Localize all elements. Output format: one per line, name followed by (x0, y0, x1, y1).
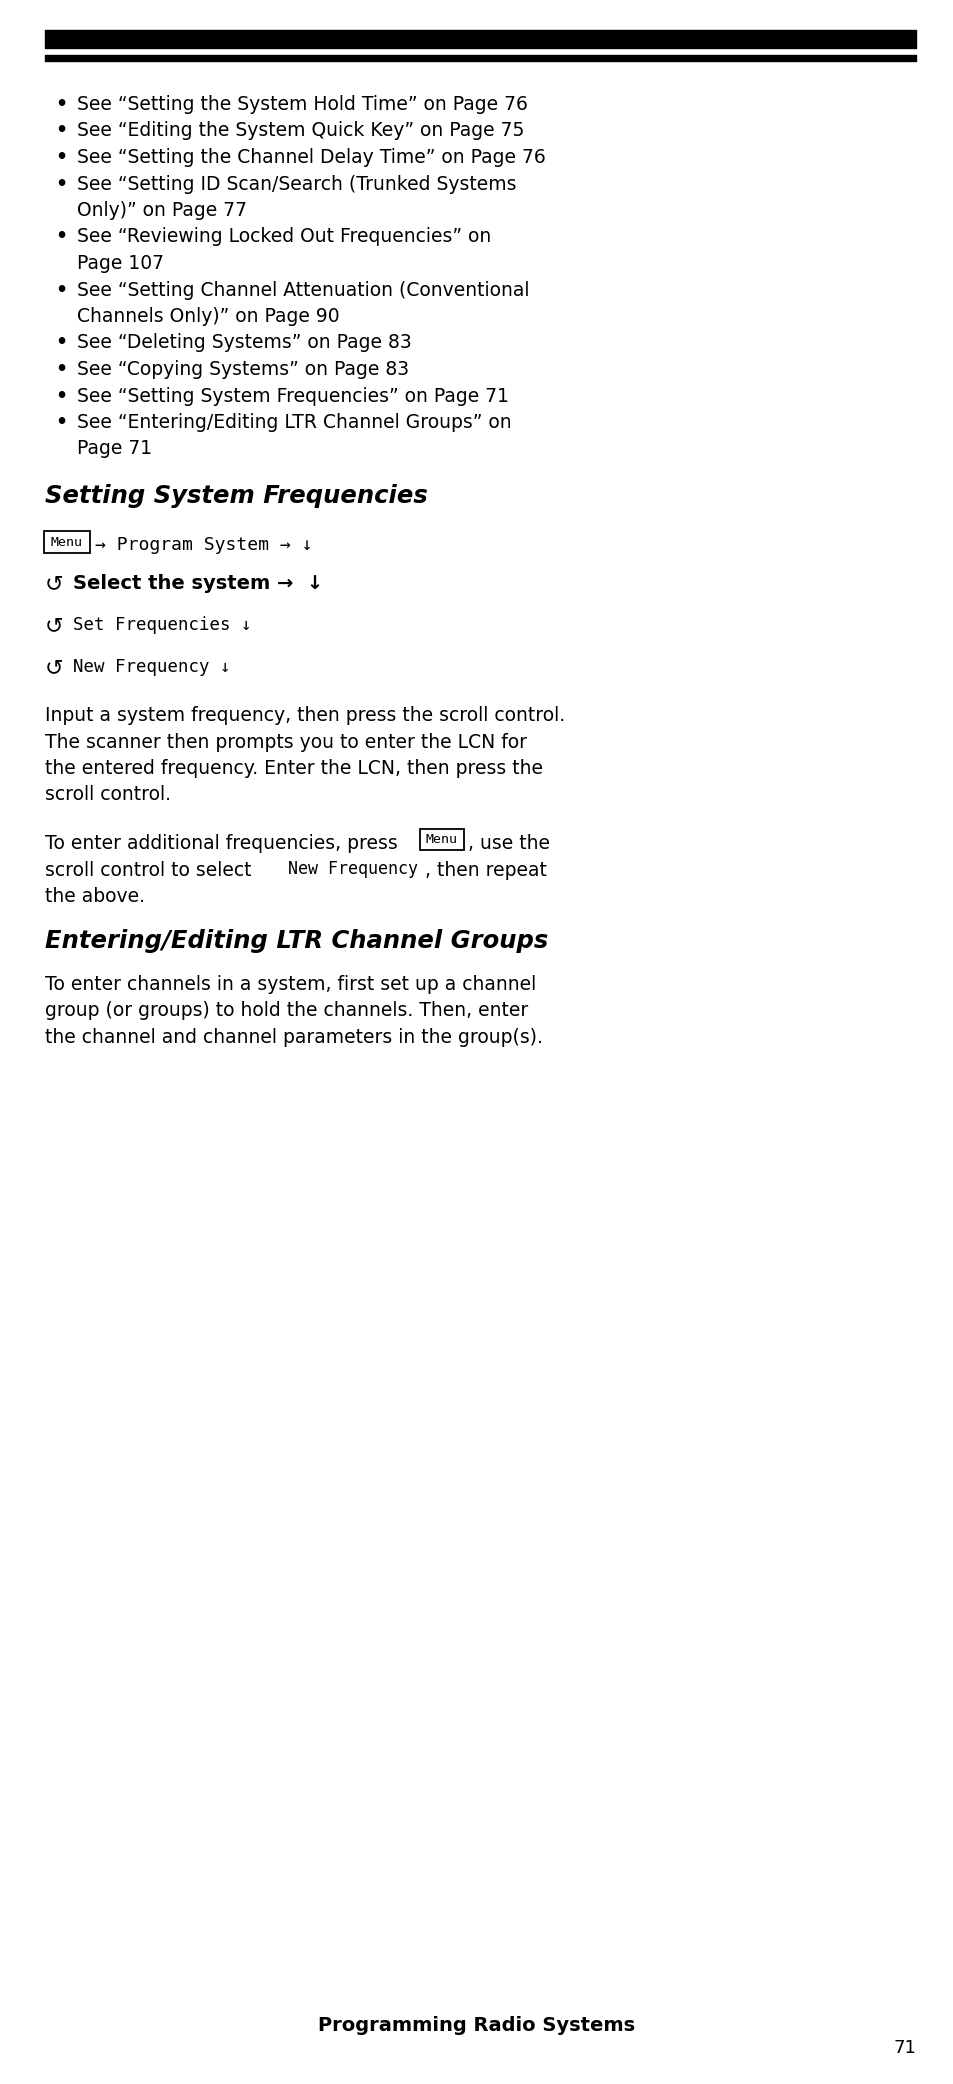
Text: See “Setting Channel Attenuation (Conventional: See “Setting Channel Attenuation (Conven… (77, 281, 529, 300)
Text: , use the: , use the (468, 834, 550, 852)
Text: •: • (55, 96, 67, 115)
Text: See “Editing the System Quick Key” on Page 75: See “Editing the System Quick Key” on Pa… (77, 121, 524, 140)
Text: Programming Radio Systems: Programming Radio Systems (318, 2015, 635, 2034)
Text: To enter channels in a system, first set up a channel: To enter channels in a system, first set… (45, 975, 536, 994)
Text: Setting System Frequencies: Setting System Frequencies (45, 483, 427, 508)
Text: Menu: Menu (51, 536, 83, 548)
Text: See “Setting the Channel Delay Time” on Page 76: See “Setting the Channel Delay Time” on … (77, 148, 545, 167)
Text: See “Reviewing Locked Out Frequencies” on: See “Reviewing Locked Out Frequencies” o… (77, 227, 491, 246)
Text: •: • (55, 413, 67, 431)
Text: Page 107: Page 107 (77, 254, 164, 273)
Text: ↺: ↺ (45, 573, 64, 594)
Text: Entering/Editing LTR Channel Groups: Entering/Editing LTR Channel Groups (45, 929, 548, 952)
Text: See “Setting System Frequencies” on Page 71: See “Setting System Frequencies” on Page… (77, 386, 509, 406)
Text: •: • (55, 148, 67, 167)
Text: Menu: Menu (426, 834, 457, 846)
Text: , then repeat: , then repeat (424, 861, 546, 879)
Text: New Frequency ↓: New Frequency ↓ (73, 659, 231, 675)
Text: Input a system frequency, then press the scroll control.: Input a system frequency, then press the… (45, 706, 564, 725)
Text: ↺: ↺ (45, 659, 64, 677)
Text: Channels Only)” on Page 90: Channels Only)” on Page 90 (77, 306, 339, 325)
Text: Only)” on Page 77: Only)” on Page 77 (77, 200, 247, 221)
Text: Set Frequencies ↓: Set Frequencies ↓ (73, 617, 252, 634)
Text: To enter additional frequencies, press: To enter additional frequencies, press (45, 834, 397, 852)
Text: See “Deleting Systems” on Page 83: See “Deleting Systems” on Page 83 (77, 333, 412, 352)
Text: 71: 71 (892, 2038, 915, 2057)
Text: the channel and channel parameters in the group(s).: the channel and channel parameters in th… (45, 1027, 542, 1046)
Text: scroll control to select: scroll control to select (45, 861, 257, 879)
Text: the entered frequency. Enter the LCN, then press the: the entered frequency. Enter the LCN, th… (45, 759, 542, 777)
Text: See “Setting ID Scan/Search (Trunked Systems: See “Setting ID Scan/Search (Trunked Sys… (77, 175, 516, 194)
Text: Page 71: Page 71 (77, 440, 152, 458)
Text: •: • (55, 121, 67, 140)
FancyBboxPatch shape (44, 531, 90, 552)
Text: See “Copying Systems” on Page 83: See “Copying Systems” on Page 83 (77, 361, 409, 379)
Text: •: • (55, 361, 67, 379)
Text: •: • (55, 281, 67, 300)
Text: → Program System → ↓: → Program System → ↓ (95, 536, 313, 554)
Text: See “Entering/Editing LTR Channel Groups” on: See “Entering/Editing LTR Channel Groups… (77, 413, 511, 431)
Text: •: • (55, 227, 67, 246)
Text: See “Setting the System Hold Time” on Page 76: See “Setting the System Hold Time” on Pa… (77, 96, 527, 115)
Text: Select the system →  ↓: Select the system → ↓ (73, 573, 323, 594)
Text: The scanner then prompts you to enter the LCN for: The scanner then prompts you to enter th… (45, 731, 526, 752)
Text: group (or groups) to hold the channels. Then, enter: group (or groups) to hold the channels. … (45, 1002, 528, 1021)
Text: the above.: the above. (45, 888, 145, 907)
Text: •: • (55, 386, 67, 406)
Text: New Frequency: New Frequency (288, 861, 417, 879)
Text: •: • (55, 175, 67, 194)
Text: scroll control.: scroll control. (45, 786, 171, 804)
FancyBboxPatch shape (419, 829, 463, 850)
Text: ↺: ↺ (45, 617, 64, 636)
Text: •: • (55, 333, 67, 352)
